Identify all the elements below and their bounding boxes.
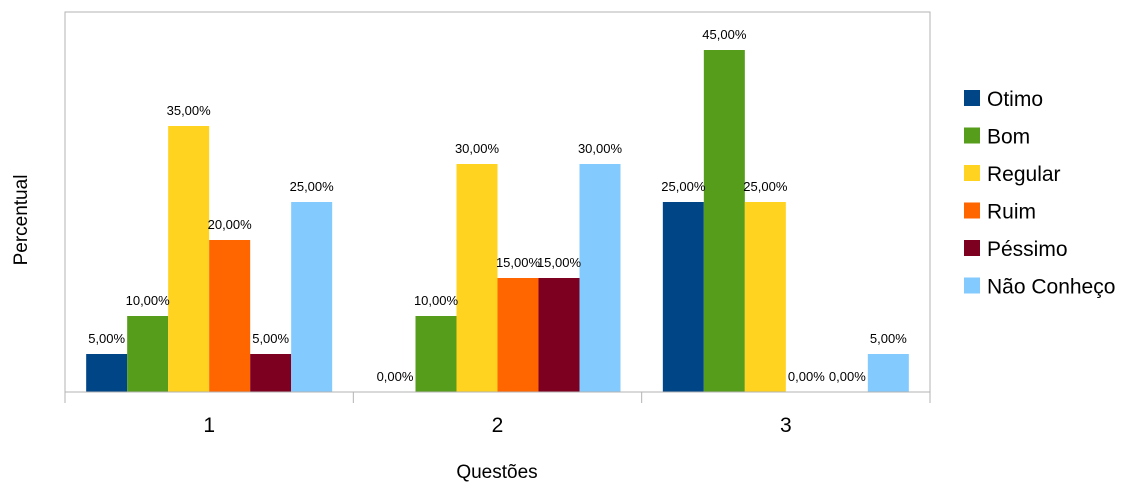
bar-regular-q1 xyxy=(168,126,210,392)
legend-item-não-conheço: Não Conheço xyxy=(964,276,1115,299)
bar-ruim-q2 xyxy=(497,278,539,392)
data-label: 20,00% xyxy=(208,217,253,232)
data-label: 10,00% xyxy=(414,293,459,308)
legend-swatch xyxy=(964,202,980,219)
data-label: 15,00% xyxy=(537,255,582,270)
bar-não-conheço-q3 xyxy=(867,354,909,392)
bar-bom-q2 xyxy=(415,316,457,392)
legend-label: Não Conheço xyxy=(987,276,1115,299)
x-tick-label: 1 xyxy=(203,414,215,437)
bar-regular-q2 xyxy=(456,164,498,392)
data-label: 5,00% xyxy=(252,331,289,346)
data-label: 25,00% xyxy=(743,179,788,194)
bar-não-conheço-q2 xyxy=(579,164,621,392)
x-axis: 1 2 3 xyxy=(64,391,931,437)
legend-label: Bom xyxy=(987,126,1030,149)
bar-otimo-q3 xyxy=(662,202,704,392)
legend-item-péssimo: Péssimo xyxy=(964,238,1068,261)
bar-bom-q3 xyxy=(703,50,745,392)
data-label: 5,00% xyxy=(88,331,125,346)
bar-otimo-q1 xyxy=(86,354,128,392)
data-labels-layer: 5,00% 0,00% 25,00% 10,00% 10,00% 45,00% 35,00%… xyxy=(88,27,907,384)
data-label: 15,00% xyxy=(496,255,541,270)
legend-swatch xyxy=(964,240,980,256)
legend-label: Regular xyxy=(987,163,1061,186)
bar-ruim-q1 xyxy=(209,240,251,392)
legend-item-bom: Bom xyxy=(964,126,1030,149)
legend-swatch xyxy=(964,90,980,106)
data-label: 0,00% xyxy=(788,369,825,384)
data-label: 25,00% xyxy=(661,179,706,194)
legend-label: Péssimo xyxy=(987,238,1068,261)
legend-item-regular: Regular xyxy=(964,163,1061,186)
data-label: 5,00% xyxy=(870,331,907,346)
legend-item-otimo: Otimo xyxy=(964,88,1043,111)
bar-péssimo-q1 xyxy=(250,354,292,392)
legend: Otimo Bom Regular Ruim Péssimo Não Conheço xyxy=(964,88,1115,299)
legend-label: Ruim xyxy=(987,201,1036,224)
x-axis-title: Questões xyxy=(456,462,537,483)
y-axis-title: Percentual xyxy=(11,175,32,266)
data-label: 45,00% xyxy=(702,27,747,42)
bar-bom-q1 xyxy=(127,316,169,392)
data-label: 35,00% xyxy=(167,103,212,118)
data-label: 25,00% xyxy=(290,179,335,194)
data-label: 0,00% xyxy=(377,369,414,384)
x-tick-label: 3 xyxy=(780,414,792,437)
legend-swatch xyxy=(964,165,980,181)
bars-layer xyxy=(86,50,909,392)
data-label: 30,00% xyxy=(578,141,623,156)
bar-péssimo-q2 xyxy=(538,278,580,392)
data-label: 30,00% xyxy=(455,141,500,156)
legend-item-ruim: Ruim xyxy=(964,201,1036,224)
data-label: 10,00% xyxy=(126,293,171,308)
bar-não-conheço-q1 xyxy=(291,202,333,392)
legend-swatch xyxy=(964,127,980,144)
legend-label: Otimo xyxy=(987,88,1043,111)
bar-regular-q3 xyxy=(744,202,786,392)
data-label: 0,00% xyxy=(829,369,866,384)
x-tick-label: 2 xyxy=(492,414,504,437)
legend-swatch xyxy=(964,277,980,294)
